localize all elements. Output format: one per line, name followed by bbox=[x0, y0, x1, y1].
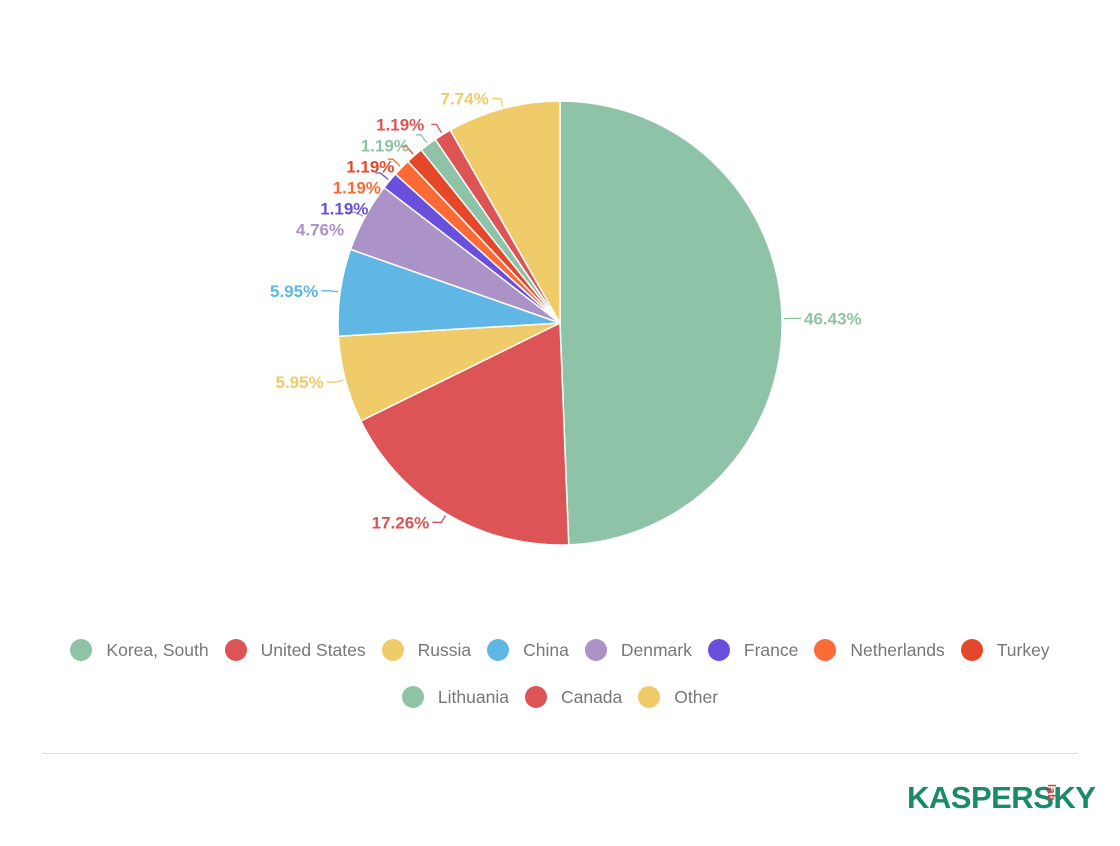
brand-wordmark: KASPERSKY bbox=[907, 780, 1096, 815]
pie-slice bbox=[359, 321, 570, 546]
legend-item: Netherlands bbox=[814, 636, 945, 664]
legend-item: Lithuania bbox=[401, 683, 509, 711]
leader-line bbox=[321, 290, 339, 293]
leader-line bbox=[415, 134, 428, 144]
legend-row-1: Korea, South United States Russia China Denm… bbox=[40, 636, 1080, 664]
legend-item: Turkey bbox=[960, 636, 1050, 664]
legend-swatch bbox=[814, 639, 837, 661]
footer-divider bbox=[42, 753, 1078, 754]
legend-item: Other bbox=[638, 683, 718, 711]
legend-label: Korea, South bbox=[106, 639, 209, 660]
legend-label: France bbox=[743, 639, 799, 660]
legend-label: Lithuania bbox=[437, 686, 509, 707]
kaspersky-logo: KASPERSKY lab bbox=[907, 778, 1096, 818]
legend-swatch bbox=[638, 686, 661, 708]
slice-label: 1.19% bbox=[361, 136, 409, 155]
legend-label: Netherlands bbox=[850, 639, 945, 660]
slice-label: 1.19% bbox=[346, 157, 394, 176]
legend-label: Russia bbox=[417, 639, 472, 660]
legend-swatch bbox=[707, 639, 730, 661]
legend-item: China bbox=[487, 636, 569, 664]
legend-swatch bbox=[401, 686, 424, 708]
legend-row-2: Lithuania Canada Other bbox=[40, 683, 1080, 711]
legend-label: Other bbox=[674, 686, 719, 707]
slice-label: 17.26% bbox=[372, 513, 430, 532]
slice-label: 4.76% bbox=[296, 220, 344, 239]
pie-slice bbox=[449, 100, 561, 326]
leader-line bbox=[326, 379, 344, 383]
slice-label: 1.19% bbox=[320, 199, 368, 218]
legend-label: China bbox=[523, 639, 569, 660]
legend-swatch bbox=[70, 639, 93, 661]
legend-label: Canada bbox=[560, 686, 623, 707]
legend-label: Denmark bbox=[620, 639, 692, 660]
leader-line bbox=[491, 98, 504, 107]
slice-label: 5.95% bbox=[270, 282, 318, 301]
leader-line bbox=[431, 123, 443, 134]
legend-item: Canada bbox=[524, 683, 623, 711]
slice-label: 1.19% bbox=[376, 115, 424, 134]
leader-line bbox=[432, 515, 446, 523]
slice-label: 46.43% bbox=[804, 309, 862, 328]
brand-sub: lab bbox=[1045, 784, 1057, 802]
leader-line bbox=[401, 145, 414, 155]
legend-swatch bbox=[960, 639, 983, 661]
pie-chart: 46.43% 17.26% 5.95% 5.95% 4.76% 1.19% 1.19% 1.1… bbox=[270, 90, 862, 546]
slice-label: 7.74% bbox=[440, 90, 488, 109]
legend-item: France bbox=[707, 636, 799, 664]
leader-line bbox=[387, 158, 401, 167]
legend-swatch bbox=[487, 639, 510, 661]
legend-swatch bbox=[224, 639, 247, 661]
leader-line bbox=[347, 211, 364, 217]
legend-label: United States bbox=[260, 639, 366, 660]
legend-item: United States bbox=[224, 636, 366, 664]
legend-swatch bbox=[381, 639, 404, 661]
slice-label: 1.19% bbox=[333, 178, 381, 197]
legend-swatch bbox=[584, 639, 607, 661]
legend-swatch bbox=[524, 686, 547, 708]
legend-item: Denmark bbox=[584, 636, 692, 664]
slice-label: 5.95% bbox=[275, 373, 323, 392]
legend-label: Turkey bbox=[996, 639, 1050, 660]
legend-item: Russia bbox=[381, 636, 472, 664]
legend-item: Korea, South bbox=[70, 636, 209, 664]
pie-slice bbox=[559, 100, 783, 546]
leader-line bbox=[375, 172, 389, 180]
